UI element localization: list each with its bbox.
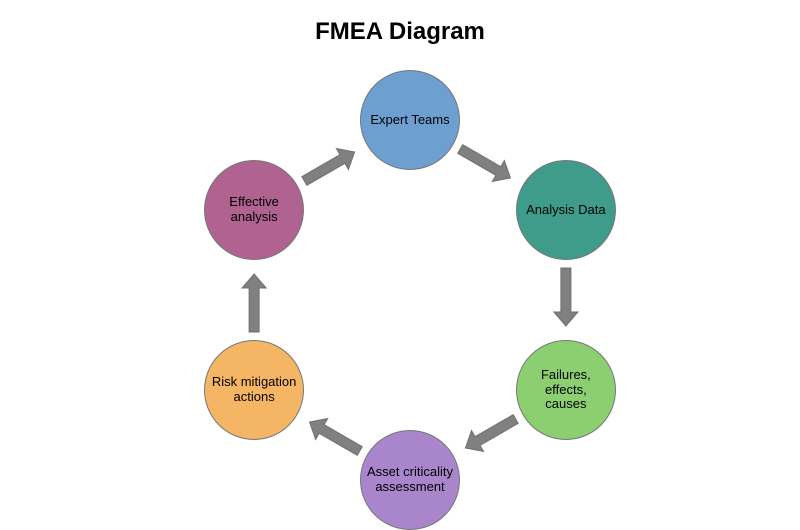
- diagram-stage: Expert Teams Analysis Data Failures, effec…: [0, 0, 800, 519]
- node-label: Failures, effects, causes: [523, 368, 609, 413]
- arrow-analysis-data-to-failures: [554, 268, 578, 326]
- arrow-risk-mitigation-to-effective-analysis: [242, 274, 266, 332]
- node-risk-mitigation: Risk mitigation actions: [204, 340, 304, 440]
- node-label: Effective analysis: [211, 195, 297, 225]
- node-analysis-data: Analysis Data: [516, 160, 616, 260]
- node-failures: Failures, effects, causes: [516, 340, 616, 440]
- node-label: Risk mitigation actions: [211, 375, 297, 405]
- node-asset-criticality: Asset criticality assessment: [360, 430, 460, 530]
- node-expert-teams: Expert Teams: [360, 70, 460, 170]
- arrow-expert-teams-to-analysis-data: [458, 145, 511, 182]
- arrow-failures-to-asset-criticality: [465, 415, 518, 452]
- node-label: Asset criticality assessment: [367, 465, 453, 495]
- node-label: Analysis Data: [523, 203, 609, 218]
- arrow-effective-analysis-to-expert-teams: [302, 149, 355, 186]
- arrow-asset-criticality-to-risk-mitigation: [310, 419, 363, 456]
- node-effective-analysis: Effective analysis: [204, 160, 304, 260]
- node-label: Expert Teams: [367, 113, 453, 128]
